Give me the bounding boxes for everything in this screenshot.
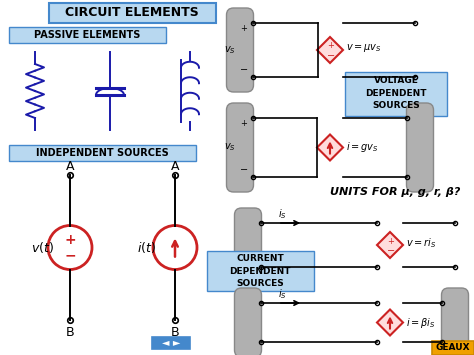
Text: $i_S$: $i_S$ [278, 287, 287, 301]
Text: $v_S$: $v_S$ [224, 142, 236, 153]
Text: ◄ ►: ◄ ► [162, 338, 180, 348]
Text: $v = ri_S$: $v = ri_S$ [406, 236, 437, 250]
FancyBboxPatch shape [227, 103, 254, 192]
Text: $i(t)$: $i(t)$ [137, 240, 156, 255]
Text: $i = gv_S$: $i = gv_S$ [346, 141, 379, 154]
Text: B: B [66, 326, 74, 339]
FancyBboxPatch shape [235, 288, 262, 355]
Text: GEAUX: GEAUX [436, 344, 470, 353]
FancyBboxPatch shape [441, 288, 468, 355]
FancyBboxPatch shape [9, 145, 196, 161]
Text: A: A [66, 160, 74, 174]
Polygon shape [377, 310, 403, 335]
Text: $v = \mu v_S$: $v = \mu v_S$ [346, 42, 382, 54]
FancyBboxPatch shape [207, 251, 314, 291]
Text: CURRENT
DEPENDENT
SOURCES: CURRENT DEPENDENT SOURCES [229, 254, 291, 288]
Text: INDEPENDENT SOURCES: INDEPENDENT SOURCES [36, 148, 168, 158]
Text: $i_S$: $i_S$ [278, 207, 287, 221]
Text: $i = \beta i_S$: $i = \beta i_S$ [406, 316, 436, 329]
Polygon shape [377, 232, 403, 258]
FancyBboxPatch shape [152, 337, 190, 349]
FancyBboxPatch shape [227, 8, 254, 92]
Text: PASSIVE ELEMENTS: PASSIVE ELEMENTS [34, 30, 140, 40]
FancyBboxPatch shape [49, 3, 216, 23]
Text: CIRCUIT ELEMENTS: CIRCUIT ELEMENTS [65, 6, 199, 20]
Text: $v_S$: $v_S$ [224, 44, 236, 56]
FancyBboxPatch shape [9, 27, 166, 43]
Text: VOLTAGE
DEPENDENT
SOURCES: VOLTAGE DEPENDENT SOURCES [365, 76, 427, 110]
Text: −: − [64, 248, 76, 262]
Text: B: B [171, 326, 179, 339]
Text: −: − [240, 165, 248, 175]
Text: −: − [387, 246, 395, 256]
FancyBboxPatch shape [432, 341, 474, 355]
Text: +: + [64, 234, 76, 247]
Polygon shape [317, 135, 343, 160]
FancyBboxPatch shape [235, 208, 262, 282]
FancyBboxPatch shape [407, 103, 434, 192]
Text: +: + [241, 119, 247, 128]
Text: −: − [240, 65, 248, 75]
FancyBboxPatch shape [345, 72, 447, 116]
Text: UNITS FOR μ, g, r, β?: UNITS FOR μ, g, r, β? [330, 187, 460, 197]
Text: −: − [327, 51, 335, 61]
Text: +: + [328, 42, 335, 50]
Text: +: + [241, 24, 247, 33]
Text: $v(t)$: $v(t)$ [30, 240, 54, 255]
Text: A: A [171, 160, 179, 174]
Text: +: + [388, 236, 394, 246]
Polygon shape [317, 37, 343, 63]
